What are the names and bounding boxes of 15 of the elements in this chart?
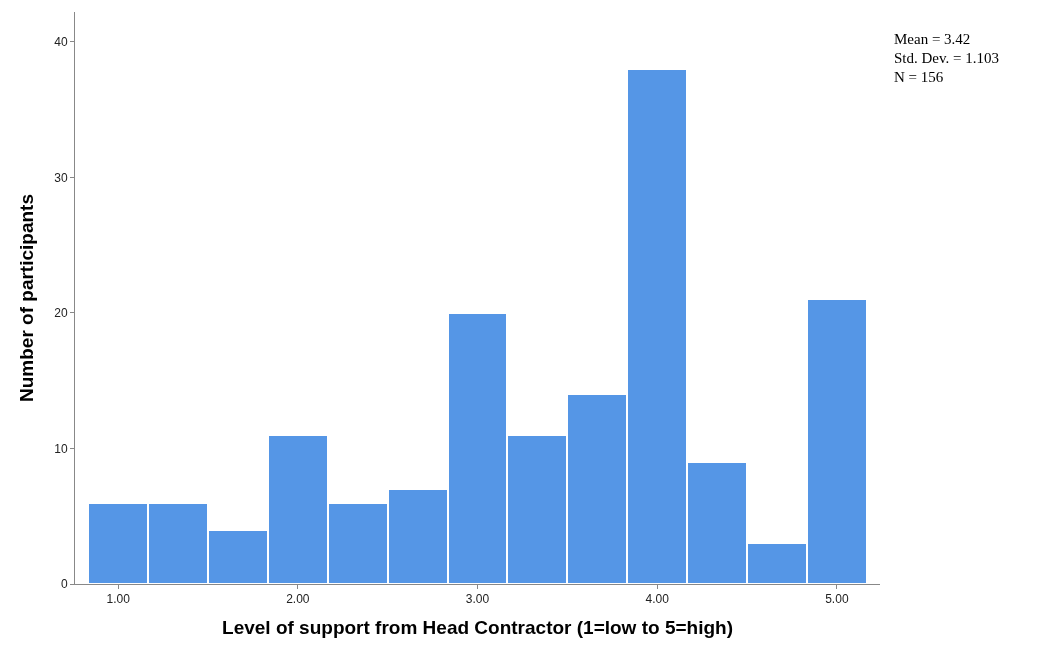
text: Std. Dev. = 1.103 bbox=[894, 50, 999, 66]
x-axis-title: Level of support from Head Contractor (1=low to 5=high) bbox=[222, 617, 733, 639]
y-tick-label: 30 bbox=[54, 170, 68, 185]
y-tick-label: 20 bbox=[54, 306, 68, 321]
text: N = 156 bbox=[894, 69, 944, 85]
text: Mean = 3.42 bbox=[894, 31, 971, 47]
x-tick-label: 4.00 bbox=[645, 592, 670, 607]
x-tick-label: 3.00 bbox=[465, 592, 490, 607]
x-tick-label: 5.00 bbox=[825, 592, 849, 607]
y-axis-title: Number of participants bbox=[16, 194, 38, 402]
y-tick-label: 40 bbox=[54, 35, 68, 50]
x-tick-label: 2.00 bbox=[286, 592, 310, 607]
x-tick-label: 1.00 bbox=[106, 592, 131, 607]
y-tick-label: 10 bbox=[54, 441, 68, 456]
y-tick-label: 0 bbox=[60, 577, 68, 592]
